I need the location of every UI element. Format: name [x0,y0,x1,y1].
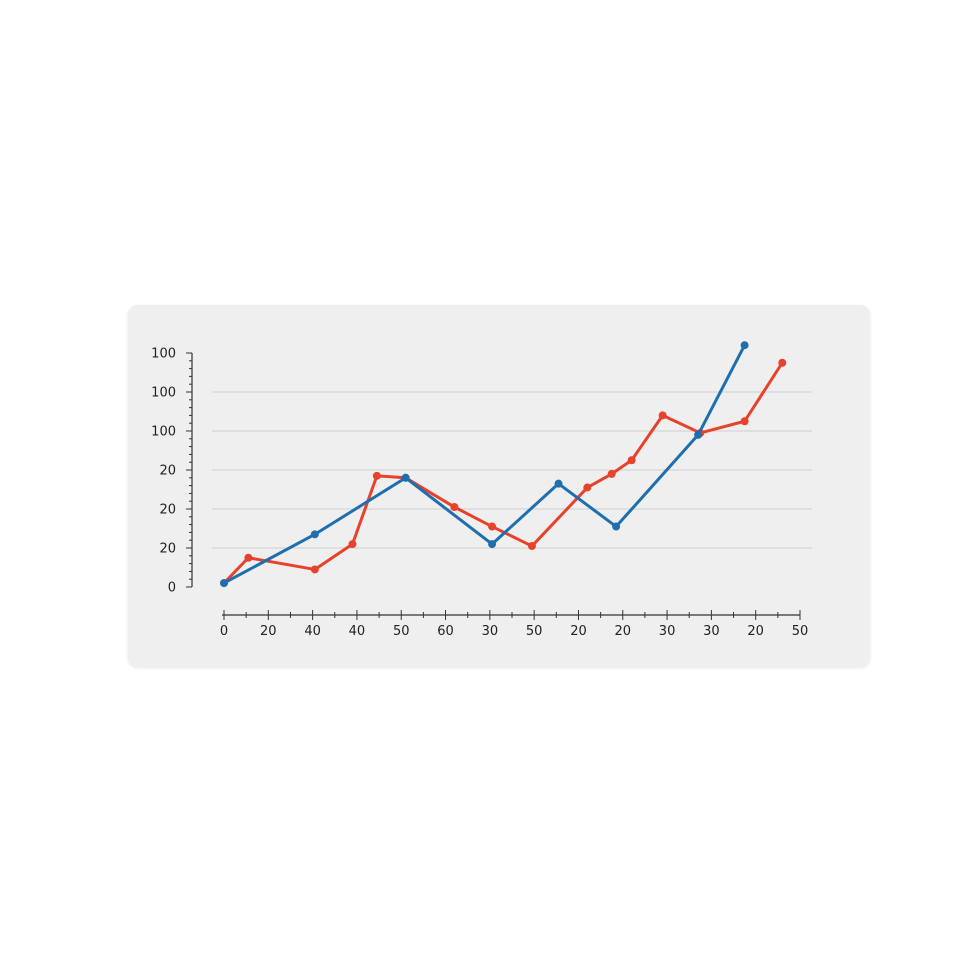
data-point [694,430,703,439]
data-point [450,503,459,512]
x-tick-label: 50 [526,624,543,639]
x-tick-label: 40 [304,624,321,639]
data-point [607,469,616,478]
data-point [583,483,592,492]
data-point [310,530,319,539]
data-point [778,358,787,367]
y-tick-label: 100 [151,425,176,440]
y-tick-label: 100 [151,386,176,401]
data-point [401,473,410,482]
x-tick-label: 30 [659,624,676,639]
data-point [527,542,536,551]
data-point [554,479,563,488]
y-tick-label: 20 [159,542,176,557]
data-point [740,417,749,426]
y-tick-label: 100 [151,347,176,362]
y-tick-label: 0 [168,581,176,596]
data-point [740,341,749,350]
data-point [372,471,381,480]
chart-card [128,305,870,667]
data-point [488,522,497,531]
data-point [627,456,636,465]
data-point [488,540,497,549]
x-tick-label: 0 [220,624,228,639]
x-tick-label: 60 [437,624,454,639]
series-line-1 [222,361,784,585]
x-tick-label: 50 [393,624,410,639]
y-tick-label: 20 [159,464,176,479]
x-tick-label: 20 [747,624,764,639]
y-tick-label: 20 [159,503,176,518]
data-point [612,522,621,531]
data-point [348,540,357,549]
data-point [310,565,319,574]
data-point [244,553,253,562]
data-point [658,411,667,420]
x-tick-label: 30 [703,624,720,639]
x-tick-label: 30 [482,624,499,639]
x-tick-label: 20 [260,624,277,639]
data-point [220,579,228,588]
series-line-2 [222,343,747,585]
x-tick-label: 50 [792,624,809,639]
x-tick-label: 20 [570,624,587,639]
x-tick-label: 40 [349,624,366,639]
x-tick-label: 20 [614,624,631,639]
